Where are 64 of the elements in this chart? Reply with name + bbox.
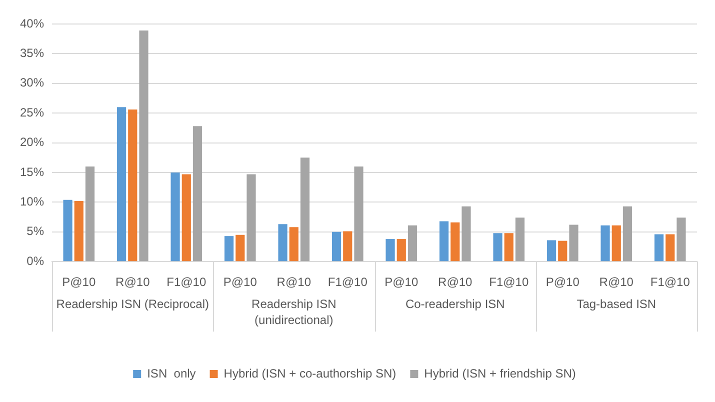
bar [139,30,148,262]
bar [558,240,568,262]
x-tick-label: F1@10 [166,275,206,290]
x-tick-label: R@10 [116,275,150,290]
bar [246,174,256,262]
bar [439,221,449,262]
bar [74,201,84,262]
bar [236,234,245,262]
bar [386,239,395,262]
bar [666,234,675,262]
y-tick-label: 40% [20,16,44,30]
text: Readership ISN (Reciprocal) [56,296,210,311]
bar [289,227,298,262]
bar [622,206,632,262]
legend-label: Hybrid (ISN + co-authorship SN) [224,366,396,380]
bar [300,158,310,262]
y-tick-label: 30% [20,76,44,90]
bar [515,218,525,262]
y-tick-label: 35% [20,46,44,60]
bar [569,224,578,262]
x-tick-label: P@10 [223,275,258,290]
bar [676,218,686,262]
x-tick-label: P@10 [62,275,96,290]
bar [63,200,72,262]
text: Co-readership ISN [405,296,505,311]
x-tick-label: R@10 [276,275,312,290]
bar [170,172,180,262]
y-tick-label: 10% [20,194,44,209]
x-tick-label: R@10 [599,275,634,290]
x-tick-label: R@10 [438,275,473,290]
y-tick-label: 20% [20,135,44,150]
bar [450,222,460,262]
bar [654,234,664,262]
text: Tag-based ISN [576,296,656,311]
x-tick-label: F1@10 [328,275,368,290]
y-tick-label: 0% [26,254,44,268]
bar [128,110,138,262]
x-tick-label: F1@10 [489,275,529,290]
bar [332,232,342,262]
bar [224,236,234,262]
bar [462,206,471,262]
bar [278,224,288,262]
x-tick-label: P@10 [546,275,580,290]
legend-label: ISN only [147,366,196,380]
bar [600,225,610,262]
y-tick-label: 25% [20,105,44,120]
bar [546,240,556,262]
bar [396,239,406,262]
bar [116,107,126,262]
bar [493,233,502,262]
bar [192,126,202,262]
bar [85,166,95,262]
text: Readership ISN (unidirectional) [252,296,336,327]
y-tick-label: 15% [20,164,44,179]
bar [612,225,621,262]
bar [182,174,191,262]
bar [354,166,364,262]
legend-label: Hybrid (ISN + friendship SN) [424,366,576,380]
bar [343,231,352,262]
bar [504,233,514,262]
bar [408,225,418,262]
x-tick-label: P@10 [384,275,418,290]
y-tick-label: 5% [26,224,44,238]
x-tick-label: F1@10 [650,275,690,290]
